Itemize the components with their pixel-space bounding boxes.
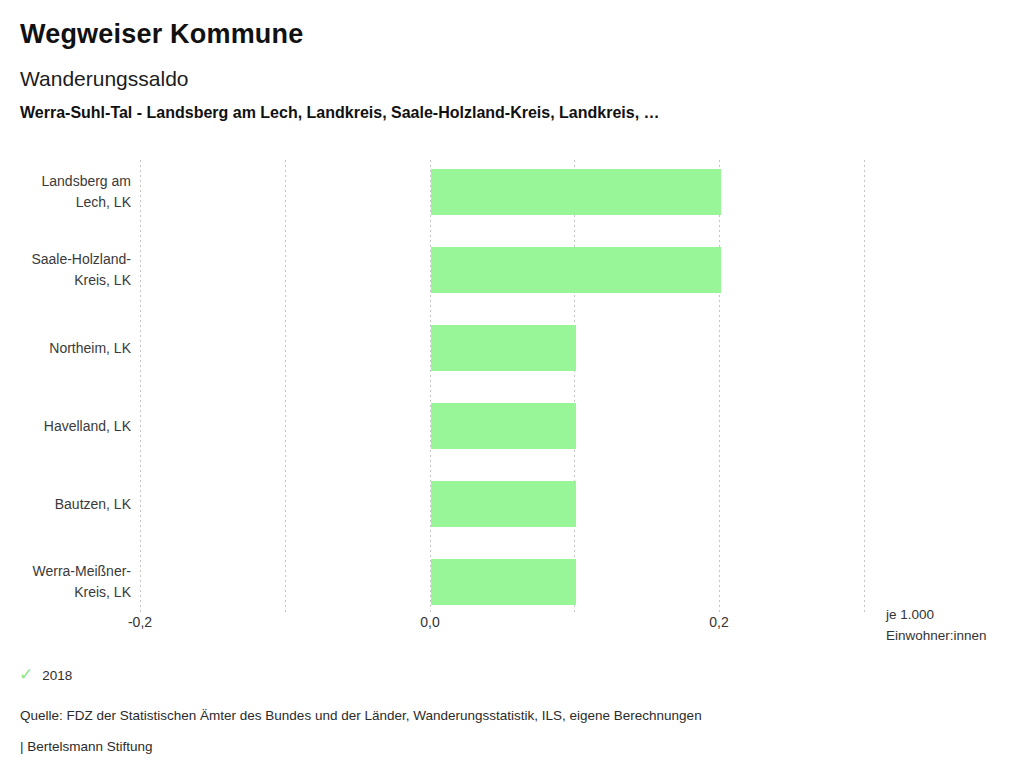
data-bar[interactable]: [431, 559, 576, 605]
brand-text: | Bertelsmann Stiftung: [20, 739, 153, 754]
axis-unit-label: je 1.000 Einwohner:innen: [886, 604, 987, 646]
data-bar[interactable]: [431, 169, 721, 215]
x-gridline: [574, 160, 575, 612]
x-axis-tick-label: 0,2: [679, 614, 759, 630]
x-gridline: [140, 160, 141, 612]
axis-unit-line-2: Einwohner:innen: [886, 625, 987, 646]
bar-chart-plot-area: -0,2 0,0 0,2 Landsberg am Lech, LK Saale-Hol…: [0, 0, 1024, 780]
data-bar[interactable]: [431, 481, 576, 527]
source-text: Quelle: FDZ der Statistischen Ämter des …: [20, 708, 702, 723]
data-bar[interactable]: [431, 325, 576, 371]
x-axis-tick-label: 0,0: [390, 614, 470, 630]
data-bar[interactable]: [431, 403, 576, 449]
category-label: Werra-Meißner- Kreis, LK: [0, 561, 131, 603]
x-gridline: [430, 160, 431, 612]
category-label: Northeim, LK: [0, 338, 131, 359]
category-label: Saale-Holzland- Kreis, LK: [0, 249, 131, 291]
checkmark-icon: ✓: [19, 666, 33, 684]
x-gridline: [719, 160, 720, 612]
category-label: Landsberg am Lech, LK: [0, 171, 131, 213]
legend-item-2018[interactable]: ✓ 2018: [19, 666, 72, 684]
x-gridline: [864, 160, 865, 612]
category-label: Havelland, LK: [0, 416, 131, 437]
x-axis-tick-label: -0,2: [100, 614, 180, 630]
wegweiser-kommune-page: Wegweiser Kommune Wanderungssaldo Werra-…: [0, 0, 1024, 780]
axis-unit-line-1: je 1.000: [886, 604, 987, 625]
category-label: Bautzen, LK: [0, 494, 131, 515]
legend-year-label: 2018: [42, 668, 72, 683]
data-bar[interactable]: [431, 247, 721, 293]
x-gridline: [285, 160, 286, 612]
